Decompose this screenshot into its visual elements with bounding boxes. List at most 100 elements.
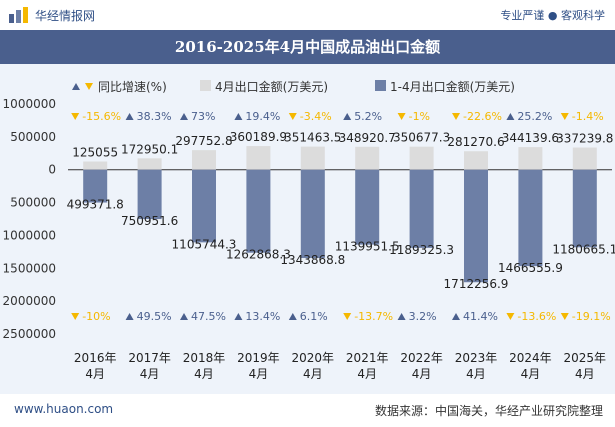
month-export-bar: [464, 151, 488, 170]
month-export-bar: [355, 146, 380, 170]
legend-month-label: 4月出口金额(万美元): [215, 79, 328, 94]
cum-yoy-up-icon: [397, 313, 406, 320]
cum-yoy-label: -13.7%: [354, 310, 393, 323]
month-export-bar: [192, 150, 216, 170]
month-value-label: 337239.8: [556, 132, 613, 146]
cumulative-export-bar: [464, 169, 488, 283]
month-yoy-down-icon: [71, 113, 80, 120]
x-category-label: 2018年 4月: [183, 351, 226, 381]
cum-yoy-down-icon: [506, 313, 515, 320]
cumulative-export-bar: [300, 169, 325, 259]
month-export-bar: [300, 146, 325, 170]
y-tick-label: 2500000: [3, 327, 56, 341]
cumulative-export-bar: [409, 169, 434, 248]
y-tick-label: 1500000: [3, 261, 56, 275]
month-value-label: 344139.6: [502, 131, 559, 145]
month-yoy-down-icon: [288, 113, 297, 120]
cum-yoy-up-icon: [288, 313, 297, 320]
cumulative-value-label: 1189325.3: [389, 243, 454, 257]
x-category-label: 2024年 4月: [509, 351, 552, 381]
cumulative-value-label: 1343868.8: [280, 253, 345, 267]
cumulative-value-label: 1712256.9: [444, 277, 509, 291]
legend-month-swatch: [200, 80, 211, 91]
legend-cum-label: 1-4月出口金额(万美元): [390, 79, 515, 94]
month-yoy-label: 73%: [191, 110, 215, 123]
footer-url[interactable]: www.huaon.com: [14, 402, 114, 416]
cum-yoy-up-icon: [452, 313, 460, 320]
x-category-label: 2025年 4月: [564, 351, 607, 381]
footer-source: 数据来源：中国海关，华经产业研究院整理: [374, 404, 603, 418]
x-category-label: 2022年 4月: [400, 351, 443, 381]
cum-yoy-down-icon: [343, 313, 352, 320]
month-yoy-up-icon: [180, 113, 188, 120]
x-category-label: 2019年 4月: [237, 351, 280, 381]
month-yoy-up-icon: [343, 113, 352, 120]
month-value-label: 348920.7: [339, 131, 396, 145]
cum-yoy-label: 6.1%: [300, 310, 328, 323]
cumulative-value-label: 1139951.5: [335, 240, 400, 254]
month-yoy-label: 19.4%: [245, 110, 280, 123]
month-value-label: 351463.5: [284, 131, 341, 145]
cumulative-export-bar: [83, 169, 108, 203]
cumulative-export-bar: [355, 169, 380, 245]
month-yoy-up-icon: [506, 113, 515, 120]
x-category-label: 2017年 4月: [128, 351, 171, 381]
legend-cum-swatch: [375, 80, 386, 91]
cumulative-value-label: 1180665.1: [552, 242, 615, 256]
y-tick-label: 1000000: [3, 97, 56, 111]
cumulative-value-label: 750951.6: [121, 214, 178, 228]
month-yoy-down-icon: [397, 113, 406, 120]
cum-yoy-label: 49.5%: [137, 310, 172, 323]
month-value-label: 125055: [72, 145, 118, 159]
month-yoy-up-icon: [125, 113, 134, 120]
cum-yoy-up-icon: [234, 313, 243, 320]
cumulative-export-bar: [192, 169, 216, 243]
cum-yoy-up-icon: [180, 313, 188, 320]
x-category-label: 2021年 4月: [346, 351, 389, 381]
month-export-bar: [137, 158, 162, 170]
cum-yoy-label: -19.1%: [572, 310, 611, 323]
y-tick-label: 2000000: [3, 294, 56, 308]
y-tick-label: 1000000: [3, 228, 56, 242]
cum-yoy-label: -13.6%: [517, 310, 556, 323]
cum-yoy-down-icon: [71, 313, 80, 320]
month-value-label: 350677.3: [393, 131, 450, 145]
month-yoy-label: 38.3%: [137, 110, 172, 123]
month-export-bar: [83, 161, 108, 170]
export-chart: 1000000 500000 0 500000 1000000 1500000 200000…: [3, 79, 615, 381]
month-yoy-label: -1%: [409, 110, 430, 123]
month-export-bar: [572, 147, 597, 170]
cum-yoy-label: 13.4%: [245, 310, 280, 323]
month-yoy-label: 5.2%: [354, 110, 382, 123]
month-yoy-up-icon: [234, 113, 243, 120]
chart-title: 2016-2025年4月中国成品油出口金额: [174, 38, 441, 56]
legend-down-triangle-icon: [85, 83, 93, 90]
title-bar: 2016-2025年4月中国成品油出口金额: [0, 30, 615, 64]
cumulative-value-label: 1105744.3: [172, 237, 237, 251]
month-yoy-label: -3.4%: [300, 110, 332, 123]
x-category-label: 2016年 4月: [74, 351, 117, 381]
y-tick-label: 0: [48, 163, 56, 177]
x-category-label: 2020年 4月: [292, 351, 335, 381]
month-value-label: 172950.1: [121, 142, 178, 156]
month-yoy-label: -15.6%: [82, 110, 121, 123]
month-yoy-label: -1.4%: [572, 110, 604, 123]
cum-yoy-up-icon: [125, 313, 134, 320]
cumulative-export-bar: [246, 169, 271, 253]
cumulative-value-label: 499371.8: [67, 198, 124, 212]
month-yoy-label: 25.2%: [517, 110, 552, 123]
month-export-bar: [246, 146, 271, 170]
top-bar: 华经情报网 专业严谨 ● 客观科学: [0, 0, 615, 30]
month-yoy-label: -22.6%: [463, 110, 502, 123]
cum-yoy-label: 41.4%: [463, 310, 498, 323]
cumulative-export-bar: [518, 169, 543, 267]
cumulative-export-bar: [572, 169, 597, 248]
cum-yoy-label: -10%: [82, 310, 110, 323]
cumulative-value-label: 1466555.9: [498, 261, 563, 275]
brand-name: 华经情报网: [35, 9, 96, 23]
legend-yoy-label: 同比增速(%): [98, 80, 167, 94]
tagline: 专业严谨 ● 客观科学: [500, 9, 605, 22]
legend-up-triangle-icon: [72, 83, 80, 90]
month-yoy-down-icon: [452, 113, 460, 120]
